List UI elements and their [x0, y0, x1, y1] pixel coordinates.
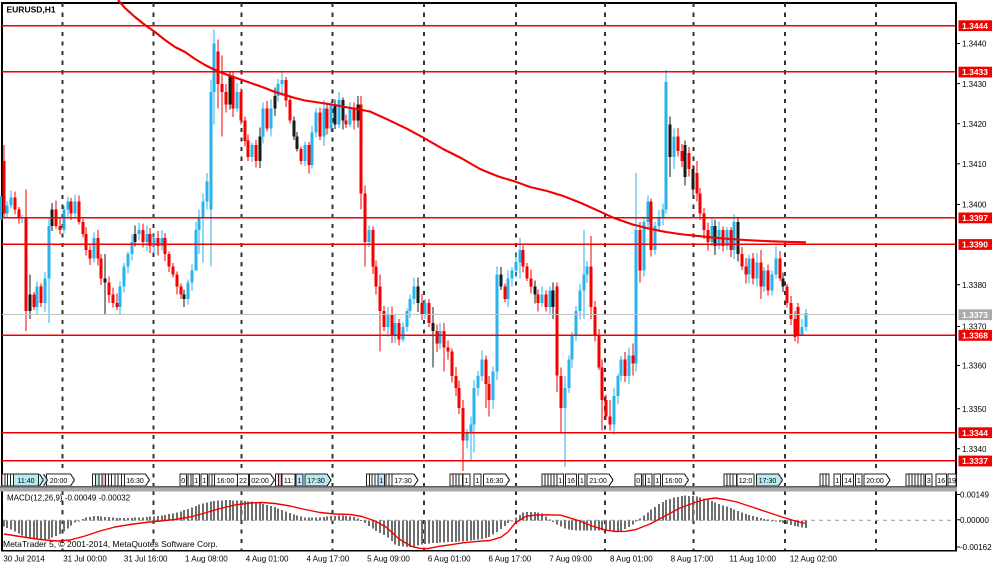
svg-text:11 Aug 10:00: 11 Aug 10:00 — [729, 555, 776, 564]
svg-text:8 Aug 01:00: 8 Aug 01:00 — [610, 555, 653, 564]
svg-text:1: 1 — [379, 478, 383, 485]
svg-text:1: 1 — [194, 478, 198, 485]
svg-text:1.3400: 1.3400 — [962, 201, 987, 210]
svg-text:1.3350: 1.3350 — [962, 405, 987, 414]
svg-text:1.3370: 1.3370 — [962, 323, 987, 332]
svg-text:EURUSD,H1: EURUSD,H1 — [7, 5, 56, 15]
svg-text:1.3360: 1.3360 — [962, 362, 987, 371]
svg-text:16:00: 16:00 — [217, 478, 235, 485]
svg-text:1.3433: 1.3433 — [962, 67, 988, 77]
svg-text:1.3410: 1.3410 — [962, 160, 987, 169]
svg-text:1: 1 — [298, 478, 302, 485]
svg-text:4 Aug 17:00: 4 Aug 17:00 — [306, 555, 349, 564]
svg-text:31 Jul 16:00: 31 Jul 16:00 — [124, 555, 168, 564]
svg-text:1.3390: 1.3390 — [962, 240, 988, 250]
svg-text:1.3373: 1.3373 — [962, 310, 988, 320]
svg-text:1.3420: 1.3420 — [962, 120, 987, 129]
svg-text:1: 1 — [857, 478, 861, 485]
svg-text:1.3397: 1.3397 — [962, 213, 988, 223]
svg-text:MACD(12,26,9) -0.00049 -0.0003: MACD(12,26,9) -0.00049 -0.00032 — [7, 494, 131, 503]
svg-text:1: 1 — [655, 478, 659, 485]
svg-text:21:00: 21:00 — [589, 478, 607, 485]
svg-text:22: 22 — [239, 478, 247, 485]
svg-text:MetaTrader 5, © 2001-2014, Met: MetaTrader 5, © 2001-2014, MetaQuotes So… — [3, 539, 218, 549]
svg-text:1.3430: 1.3430 — [962, 80, 987, 89]
svg-text:1 Aug 08:00: 1 Aug 08:00 — [185, 555, 228, 564]
svg-text:16: 16 — [937, 478, 945, 485]
svg-text:30 Jul 2014: 30 Jul 2014 — [3, 555, 45, 564]
svg-text:1: 1 — [465, 478, 469, 485]
svg-text:17:30: 17:30 — [394, 478, 412, 485]
svg-text:0: 0 — [181, 478, 185, 485]
svg-text:11:: 11: — [284, 478, 293, 485]
svg-text:20:00: 20:00 — [50, 478, 68, 485]
svg-text:31 Jul 00:00: 31 Jul 00:00 — [63, 555, 107, 564]
svg-text:8 Aug 17:00: 8 Aug 17:00 — [671, 555, 714, 564]
svg-text:1: 1 — [202, 478, 206, 485]
svg-text:12 Aug 02:00: 12 Aug 02:00 — [790, 555, 838, 564]
svg-text:1: 1 — [647, 478, 651, 485]
svg-text:1.3440: 1.3440 — [962, 40, 987, 49]
svg-text:1.3340: 1.3340 — [962, 445, 987, 454]
svg-text:4 Aug 01:00: 4 Aug 01:00 — [246, 555, 289, 564]
svg-text:16:30: 16:30 — [486, 478, 504, 485]
svg-text:6 Aug 01:00: 6 Aug 01:00 — [428, 555, 471, 564]
svg-text:16:00: 16:00 — [665, 478, 683, 485]
svg-text:0.00149: 0.00149 — [960, 491, 989, 500]
svg-text:1.3344: 1.3344 — [962, 428, 988, 438]
svg-text:6 Aug 17:00: 6 Aug 17:00 — [489, 555, 532, 564]
svg-text:20:00: 20:00 — [866, 478, 884, 485]
svg-text:1: 1 — [558, 478, 562, 485]
svg-text:1.3368: 1.3368 — [962, 331, 988, 341]
svg-text:3: 3 — [927, 478, 931, 485]
svg-text:1: 1 — [835, 478, 839, 485]
svg-text:1: 1 — [580, 478, 584, 485]
svg-text:1.3444: 1.3444 — [962, 21, 988, 31]
svg-text:14: 14 — [844, 478, 852, 485]
svg-text:5 Aug 09:00: 5 Aug 09:00 — [367, 555, 410, 564]
svg-text:11:40: 11:40 — [18, 478, 35, 485]
svg-text:17:30: 17:30 — [307, 478, 325, 485]
svg-text:7 Aug 09:00: 7 Aug 09:00 — [549, 555, 592, 564]
svg-text:1.3337: 1.3337 — [962, 456, 988, 466]
svg-text:16: 16 — [567, 478, 575, 485]
svg-text:17:30: 17:30 — [759, 478, 777, 485]
svg-text:12:0: 12:0 — [739, 478, 753, 485]
svg-text:19: 19 — [948, 478, 956, 485]
svg-text:0: 0 — [636, 478, 640, 485]
svg-text:-0.00162: -0.00162 — [960, 543, 992, 552]
svg-text:0.00000: 0.00000 — [960, 516, 989, 525]
svg-text:1: 1 — [476, 478, 480, 485]
svg-text:1.3380: 1.3380 — [962, 281, 987, 290]
svg-text:02:00: 02:00 — [251, 478, 269, 485]
svg-text:16:30: 16:30 — [126, 478, 144, 485]
